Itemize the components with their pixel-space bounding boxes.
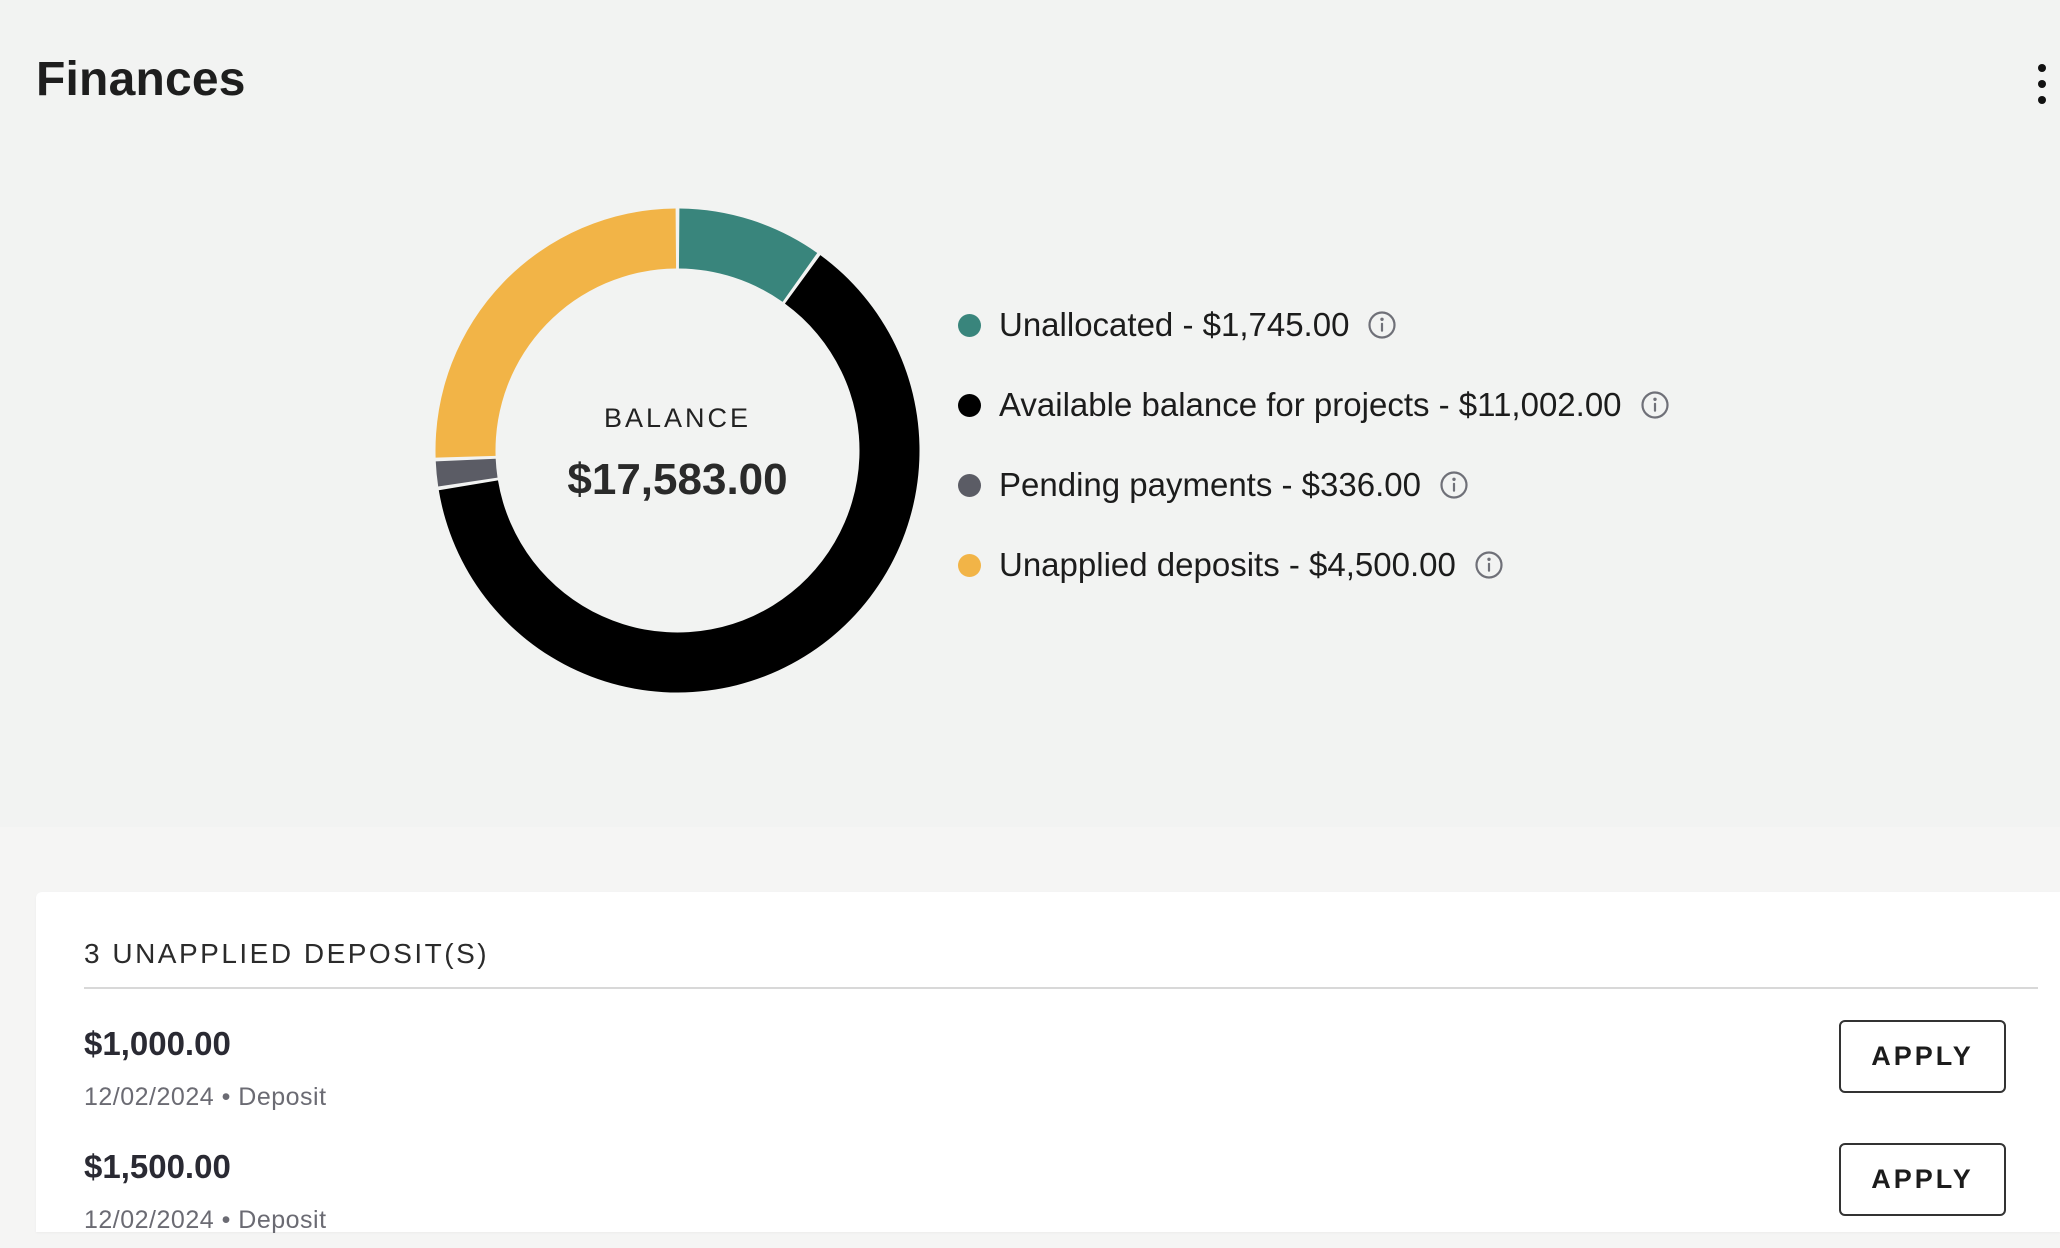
legend-item-unallocated: Unallocated - $1,745.00 xyxy=(958,305,1670,345)
deposit-meta: 12/02/2024 • Deposit xyxy=(84,1206,327,1234)
legend-dot xyxy=(958,393,981,417)
deposit-row: $1,000.00 12/02/2024 • Deposit APPLY xyxy=(84,1020,2038,1125)
donut-slice-unapplied-deposits xyxy=(435,208,677,458)
legend-item-pending-payments: Pending payments - $336.00 xyxy=(958,465,1670,505)
legend-dot xyxy=(958,553,981,577)
legend-item-available-balance: Available balance for projects - $11,002… xyxy=(958,385,1670,425)
apply-button[interactable]: APPLY xyxy=(1839,1143,2006,1216)
donut-svg xyxy=(435,208,920,693)
legend-label: Unallocated - $1,745.00 xyxy=(999,306,1350,343)
legend-dot xyxy=(958,473,981,497)
legend-label: Unapplied deposits - $4,500.00 xyxy=(999,546,1456,583)
balance-label: BALANCE xyxy=(603,403,752,433)
info-icon[interactable] xyxy=(1640,390,1670,420)
unapplied-deposits-card: 3 UNAPPLIED DEPOSIT(S) $1,000.00 12/02/2… xyxy=(36,892,2060,1234)
info-icon[interactable] xyxy=(1474,550,1504,580)
legend-label: Available balance for projects - $11,002… xyxy=(999,386,1622,423)
deposit-amount: $1,000.00 xyxy=(84,1025,231,1062)
deposit-row: $1,500.00 12/02/2024 • Deposit APPLY xyxy=(84,1143,2038,1248)
deposit-amount: $1,500.00 xyxy=(84,1148,231,1185)
summary-section: Finances BALANCE $17,583.00 Unallocated … xyxy=(36,53,2052,693)
legend-dot xyxy=(958,313,981,337)
divider xyxy=(84,987,2038,989)
apply-button[interactable]: APPLY xyxy=(1839,1020,2006,1093)
donut-slice-unallocated xyxy=(678,208,818,302)
legend-label: Pending payments - $336.00 xyxy=(999,466,1421,503)
info-icon[interactable] xyxy=(1367,310,1397,340)
card-title: 3 UNAPPLIED DEPOSIT(S) xyxy=(84,938,490,969)
deposit-meta: 12/02/2024 • Deposit xyxy=(84,1083,327,1111)
legend-item-unapplied-deposits: Unapplied deposits - $4,500.00 xyxy=(958,545,1670,585)
donut-slice-pending-payments xyxy=(435,458,498,487)
info-icon[interactable] xyxy=(1439,470,1469,500)
page-title: Finances xyxy=(36,53,246,106)
balance-value: $17,583.00 xyxy=(567,455,788,504)
chart-legend: Unallocated - $1,745.00 Available balanc… xyxy=(958,305,1670,625)
balance-donut-chart xyxy=(435,208,920,693)
more-options-icon[interactable] xyxy=(2032,64,2052,104)
